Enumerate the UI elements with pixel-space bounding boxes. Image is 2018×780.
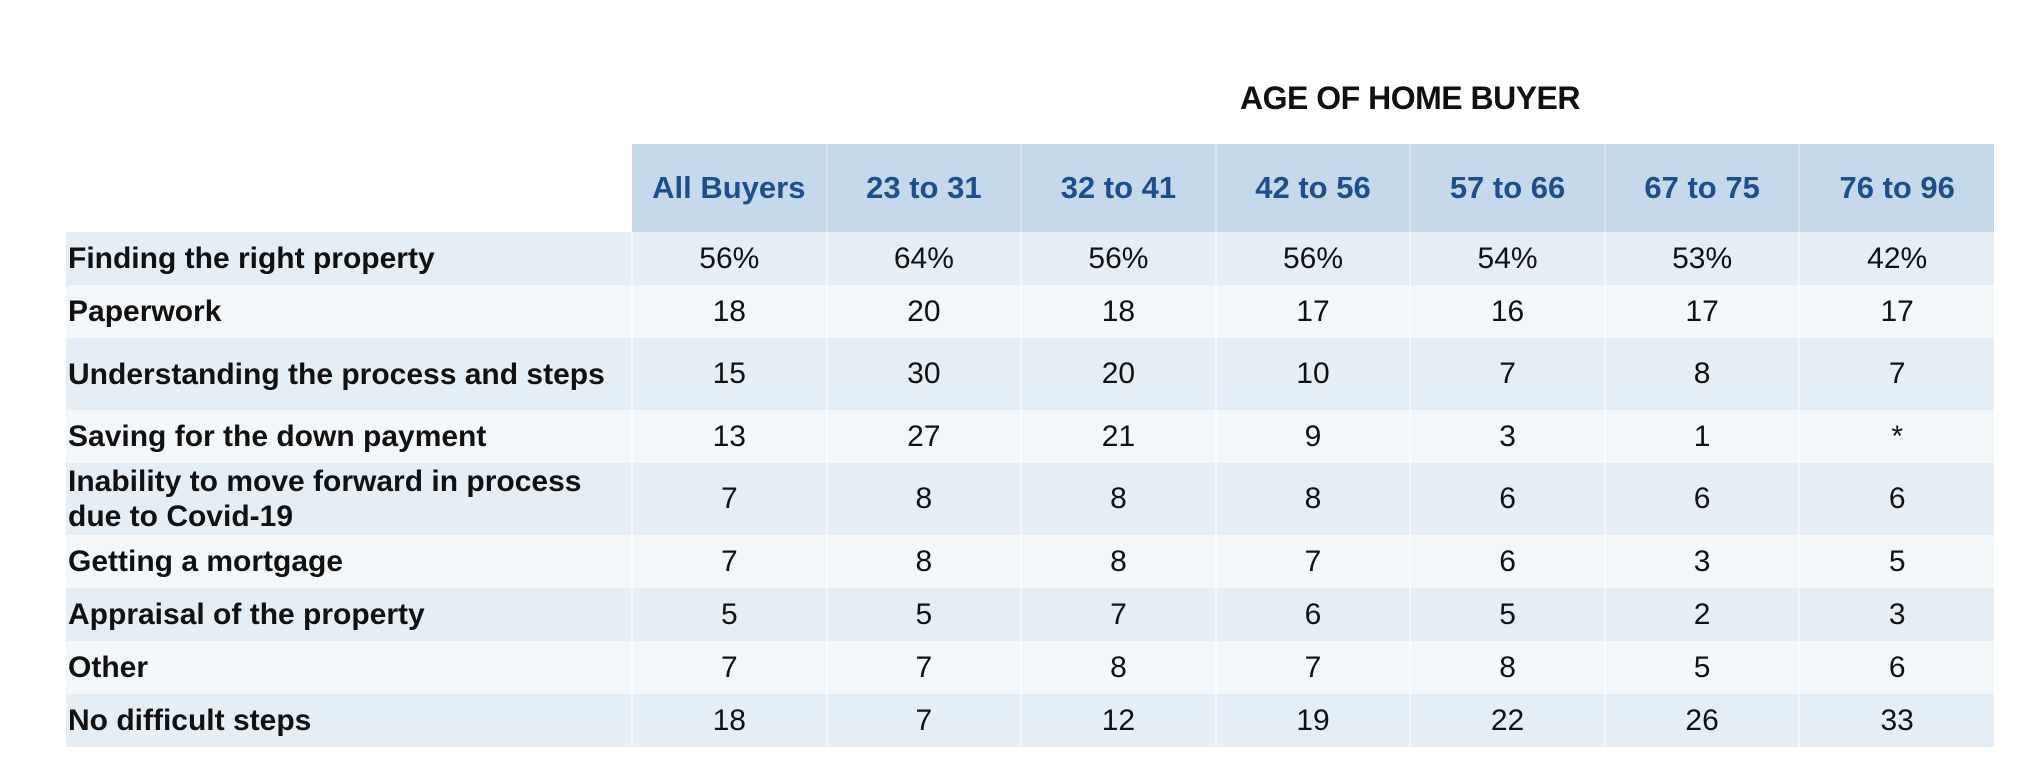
column-header-67-to-75: 67 to 75: [1604, 144, 1801, 232]
table-cell: 17: [1604, 285, 1801, 338]
table-cell: 8: [1021, 641, 1217, 694]
table-cell: 22: [1410, 694, 1606, 747]
table-cell: 3: [1604, 535, 1801, 588]
table-row: Understanding the process and steps 15 3…: [66, 338, 1994, 410]
table-cell: 21: [1021, 410, 1217, 463]
table-cell: 17: [1215, 285, 1412, 338]
column-header-32-to-41: 32 to 41: [1021, 144, 1217, 232]
table-cell: 5: [826, 588, 1023, 641]
table-row: Appraisal of the property 5 5 7 6 5 2 3: [66, 588, 1994, 641]
table-cell: 9: [1215, 410, 1412, 463]
table-row: Getting a mortgage 7 8 8 7 6 3 5: [66, 535, 1994, 588]
row-label: Saving for the down payment: [66, 410, 634, 463]
table-cell: 7: [1215, 641, 1412, 694]
table-cell: 20: [1021, 338, 1217, 410]
table-cell: 12: [1021, 694, 1217, 747]
row-label: No difficult steps: [66, 694, 634, 747]
table-cell: 18: [1021, 285, 1217, 338]
table-cell: 17: [1799, 285, 1994, 338]
table-cell: 8: [826, 463, 1023, 535]
row-label: Inability to move forward in process due…: [66, 463, 634, 535]
column-header-all-buyers: All Buyers: [632, 144, 828, 232]
table-cell: 8: [1021, 463, 1217, 535]
table-cell: 1: [1604, 410, 1801, 463]
table-cell: 8: [1410, 641, 1606, 694]
table-cell: 6: [1604, 463, 1801, 535]
table-row: No difficult steps 18 7 12 19 22 26 33: [66, 694, 1994, 747]
table-cell: 64%: [826, 232, 1023, 285]
column-header-76-to-96: 76 to 96: [1799, 144, 1994, 232]
table-cell: 8: [1604, 338, 1801, 410]
table-cell: 42%: [1799, 232, 1994, 285]
column-header-23-to-31: 23 to 31: [826, 144, 1023, 232]
row-label: Understanding the process and steps: [66, 338, 634, 410]
table-cell: 56%: [1021, 232, 1217, 285]
table-row: Paperwork 18 20 18 17 16 17 17: [66, 285, 1994, 338]
table-cell: 30: [826, 338, 1023, 410]
table-cell: *: [1799, 410, 1994, 463]
table-cell: 27: [826, 410, 1023, 463]
row-label: Other: [66, 641, 634, 694]
header-blank-cell: [66, 144, 633, 232]
table-cell: 2: [1604, 588, 1801, 641]
table-cell: 16: [1410, 285, 1606, 338]
table-cell: 7: [826, 694, 1023, 747]
table-cell: 7: [632, 535, 828, 588]
table-row: Inability to move forward in process due…: [66, 463, 1994, 535]
table-cell: 7: [632, 641, 828, 694]
table-cell: 5: [632, 588, 828, 641]
row-label: Appraisal of the property: [66, 588, 634, 641]
table-cell: 18: [632, 694, 828, 747]
table-cell: 10: [1215, 338, 1412, 410]
table-cell: 33: [1799, 694, 1994, 747]
table-row: Saving for the down payment 13 27 21 9 3…: [66, 410, 1994, 463]
table-cell: 15: [632, 338, 828, 410]
home-buyer-steps-table: All Buyers 23 to 31 32 to 41 42 to 56 57…: [66, 144, 1994, 747]
table-cell: 20: [826, 285, 1023, 338]
table-cell: 7: [1799, 338, 1994, 410]
table-cell: 7: [632, 463, 828, 535]
table-cell: 3: [1799, 588, 1994, 641]
table-cell: 18: [632, 285, 828, 338]
table-cell: 5: [1799, 535, 1994, 588]
table-cell: 8: [1215, 463, 1412, 535]
table-cell: 26: [1604, 694, 1801, 747]
table-cell: 7: [1410, 338, 1606, 410]
table-cell: 13: [632, 410, 828, 463]
table-cell: 6: [1215, 588, 1412, 641]
row-label: Getting a mortgage: [66, 535, 634, 588]
column-header-57-to-66: 57 to 66: [1410, 144, 1606, 232]
table-cell: 3: [1410, 410, 1606, 463]
table-cell: 5: [1410, 588, 1606, 641]
row-label: Paperwork: [66, 285, 634, 338]
table-cell: 53%: [1604, 232, 1801, 285]
table-cell: 6: [1799, 463, 1994, 535]
table-row: Finding the right property 56% 64% 56% 5…: [66, 232, 1994, 285]
table-cell: 6: [1410, 463, 1606, 535]
table-row: Other 7 7 8 7 8 5 6: [66, 641, 1994, 694]
table-cell: 7: [1215, 535, 1412, 588]
table-caption: AGE OF HOME BUYER: [1240, 80, 1580, 116]
table-cell: 7: [826, 641, 1023, 694]
table-cell: 56%: [632, 232, 828, 285]
table-cell: 54%: [1410, 232, 1606, 285]
table-cell: 5: [1604, 641, 1801, 694]
table-cell: 7: [1021, 588, 1217, 641]
header-row: All Buyers 23 to 31 32 to 41 42 to 56 57…: [66, 144, 1994, 232]
table-cell: 19: [1215, 694, 1412, 747]
table-cell: 6: [1410, 535, 1606, 588]
table-cell: 56%: [1215, 232, 1412, 285]
column-header-42-to-56: 42 to 56: [1215, 144, 1412, 232]
table-cell: 8: [826, 535, 1023, 588]
table-cell: 8: [1021, 535, 1217, 588]
row-label: Finding the right property: [66, 232, 634, 285]
table-cell: 6: [1799, 641, 1994, 694]
